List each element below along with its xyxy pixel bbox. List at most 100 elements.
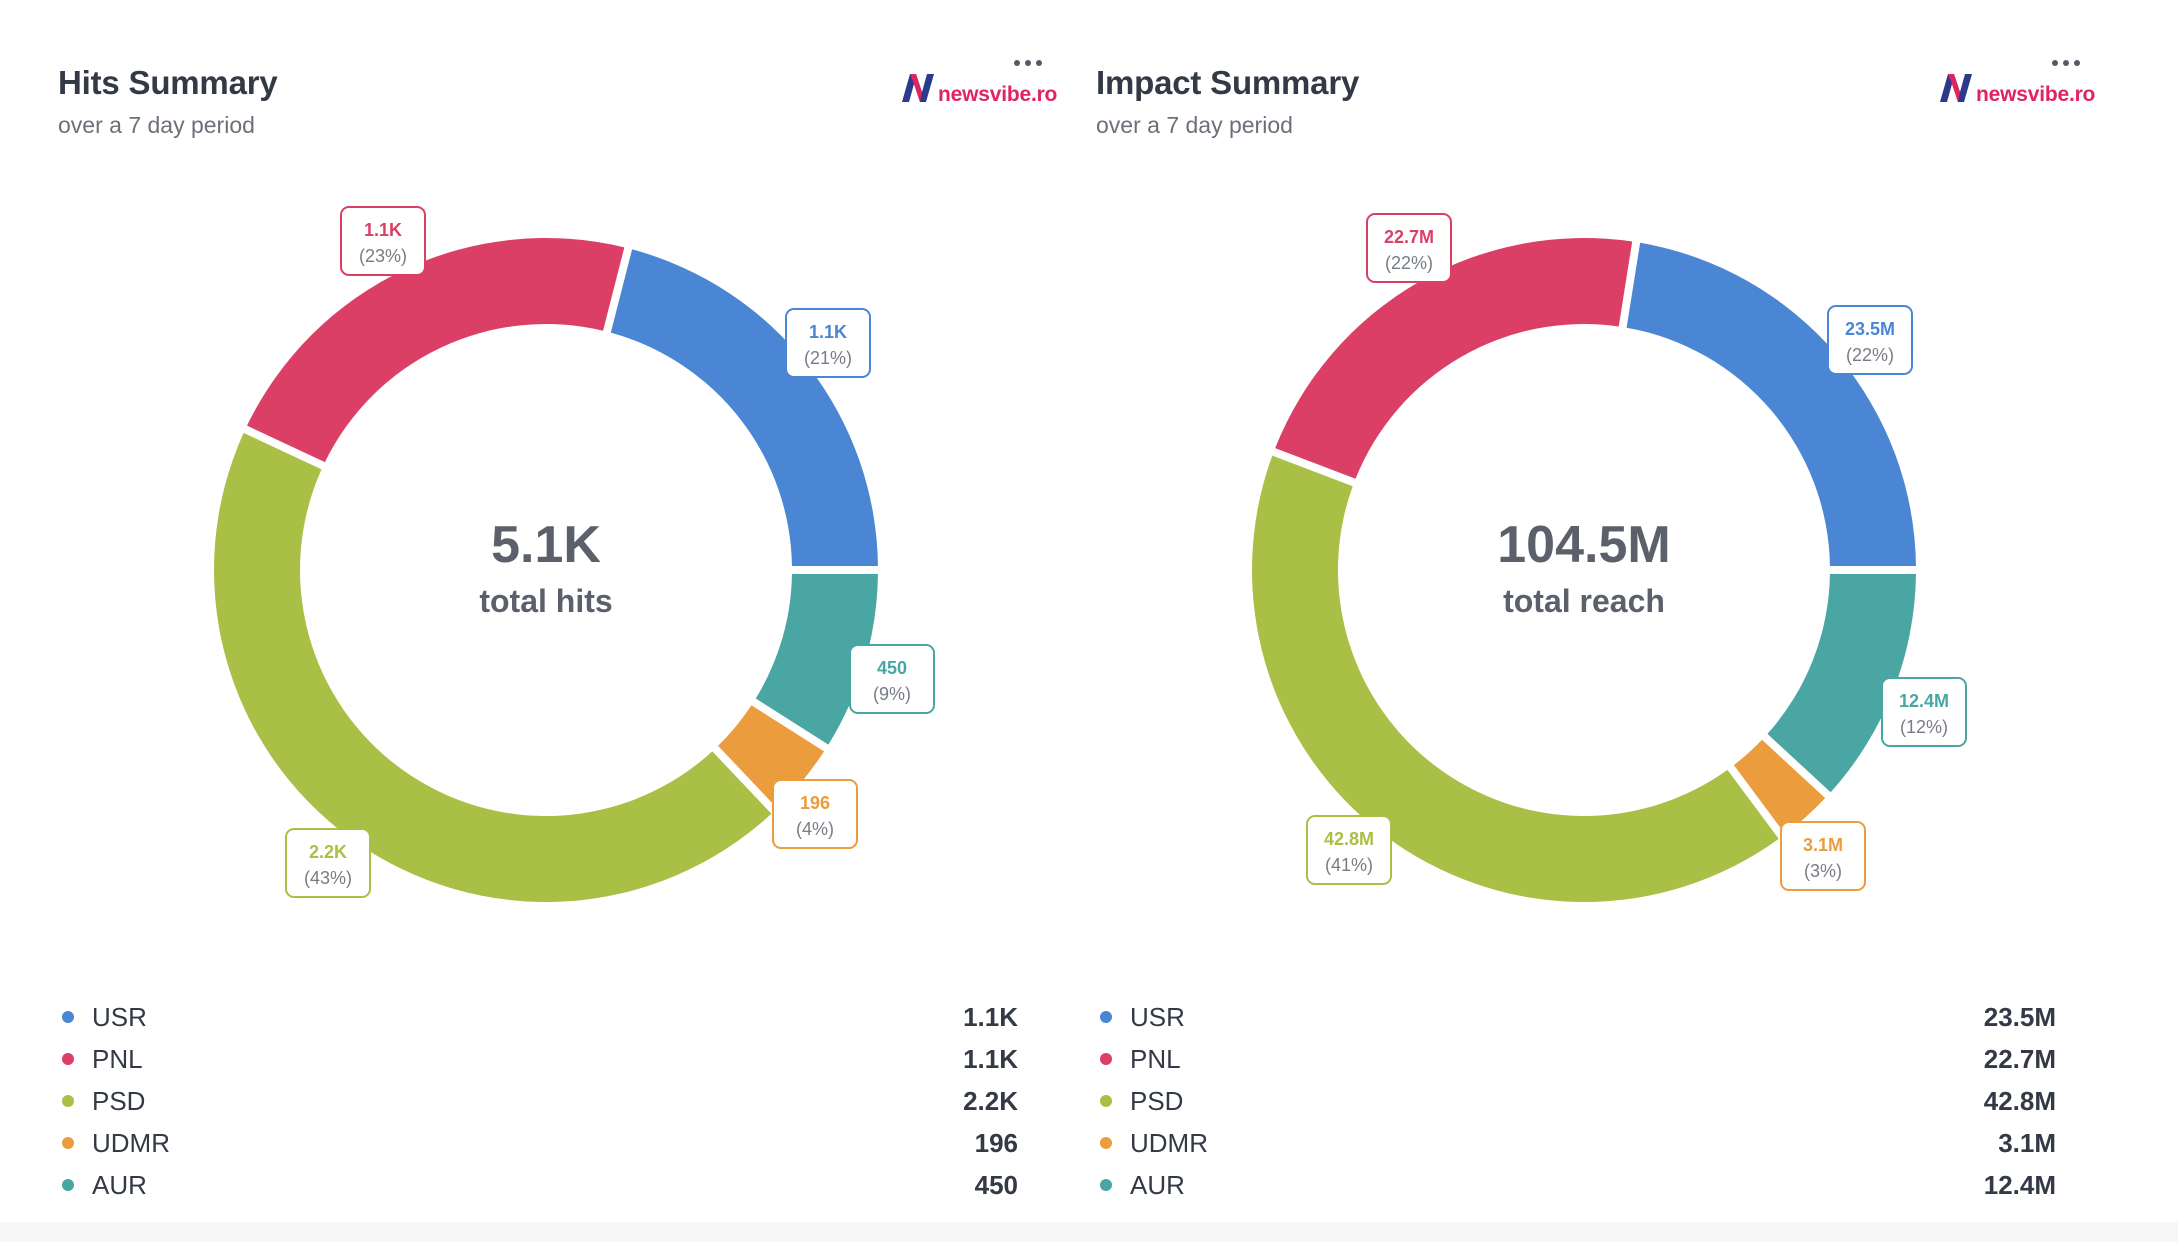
- data-label-box: [1306, 815, 1392, 885]
- legend-item-aur[interactable]: AUR 12.4M: [1096, 1164, 2056, 1206]
- more-horizontal-icon: [2052, 60, 2080, 66]
- legend-label: AUR: [1130, 1169, 1185, 1200]
- legend-item-psd[interactable]: PSD 2.2K: [58, 1080, 1018, 1122]
- data-label-value: 42.8M: [1324, 829, 1374, 849]
- slice-pnl[interactable]: [1275, 238, 1633, 479]
- legend-value: 23.5M: [1983, 1001, 2056, 1032]
- panel-subtitle: over a 7 day period: [58, 112, 255, 138]
- legend-dot-aur: [62, 1179, 74, 1191]
- legend-dot-pnl: [1100, 1053, 1112, 1065]
- slice-udmr[interactable]: [1733, 739, 1826, 835]
- legend-value: 1.1K: [963, 1043, 1018, 1074]
- legend-label: UDMR: [1130, 1127, 1208, 1158]
- legend-label: USR: [92, 1001, 147, 1032]
- slice-pnl[interactable]: [247, 238, 625, 463]
- data-label-box: [772, 779, 858, 849]
- panel-title: Impact Summary: [1096, 64, 1360, 101]
- legend-dot-udmr: [1100, 1137, 1112, 1149]
- slice-usr[interactable]: [610, 249, 878, 567]
- data-label-box: [1780, 821, 1866, 891]
- data-label-psd: 42.8M (41%): [1306, 815, 1392, 885]
- donut-chart: 1.1K (21%) 1.1K (23%) 2.2K (43%) 196 (4%) 450 (9%…: [214, 206, 935, 902]
- chart-legend: USR 23.5M PNL 22.7M PSD 42.8M UDMR 3.1M …: [1096, 996, 2056, 1206]
- panel-title: Hits Summary: [58, 64, 278, 101]
- legend-value: 12.4M: [1983, 1169, 2056, 1200]
- data-label-usr: 1.1K (21%): [785, 308, 871, 378]
- bottom-strip: [0, 1222, 2178, 1242]
- data-label-percent: (12%): [1900, 717, 1948, 737]
- center-total-label: total hits: [479, 583, 612, 619]
- hits-summary-panel: Hits Summary over a 7 day period newsvib…: [58, 0, 1098, 1222]
- data-label-value: 3.1M: [1803, 835, 1843, 855]
- donut-chart: 23.5M (22%) 22.7M (22%) 42.8M (41%) 3.1M (3%) 12…: [1252, 213, 1967, 902]
- legend-dot-usr: [1100, 1011, 1112, 1023]
- slice-aur[interactable]: [1767, 573, 1916, 793]
- data-label-pnl: 22.7M (22%): [1366, 213, 1452, 283]
- legend-label: AUR: [92, 1169, 147, 1200]
- data-label-aur: 450 (9%): [849, 644, 935, 714]
- legend-label: USR: [1130, 1001, 1185, 1032]
- n-logo-icon: [902, 74, 934, 102]
- data-label-value: 196: [800, 793, 830, 813]
- data-label-percent: (22%): [1846, 345, 1894, 365]
- n-logo-icon: [1940, 74, 1972, 102]
- more-options-button[interactable]: [2044, 52, 2088, 74]
- legend-value: 1.1K: [963, 1001, 1018, 1032]
- data-label-value: 12.4M: [1899, 691, 1949, 711]
- data-label-percent: (22%): [1385, 253, 1433, 273]
- slice-psd[interactable]: [1252, 455, 1779, 902]
- more-horizontal-icon: [1014, 60, 1042, 66]
- legend-item-usr[interactable]: USR 23.5M: [1096, 996, 2056, 1038]
- data-label-value: 1.1K: [809, 322, 847, 342]
- newsvibe-logo: newsvibe.ro: [1938, 70, 2096, 106]
- legend-label: UDMR: [92, 1127, 170, 1158]
- data-label-box: [285, 828, 371, 898]
- legend-item-pnl[interactable]: PNL 1.1K: [58, 1038, 1018, 1080]
- legend-item-udmr[interactable]: UDMR 3.1M: [1096, 1122, 2056, 1164]
- data-label-percent: (23%): [359, 246, 407, 266]
- data-label-percent: (41%): [1325, 855, 1373, 875]
- more-options-button[interactable]: [1006, 52, 1050, 74]
- data-label-box: [340, 206, 426, 276]
- data-label-percent: (9%): [873, 684, 911, 704]
- legend-dot-psd: [1100, 1095, 1112, 1107]
- data-label-udmr: 3.1M (3%): [1780, 821, 1866, 891]
- legend-item-aur[interactable]: AUR 450: [58, 1164, 1018, 1206]
- data-label-box: [1881, 677, 1967, 747]
- data-label-percent: (3%): [1804, 861, 1842, 881]
- slice-usr[interactable]: [1626, 242, 1916, 567]
- center-total-value: 5.1K: [491, 516, 601, 574]
- slice-psd[interactable]: [214, 432, 772, 902]
- legend-dot-pnl: [62, 1053, 74, 1065]
- legend-label: PSD: [92, 1085, 146, 1116]
- data-label-box: [785, 308, 871, 378]
- center-total-label: total reach: [1503, 583, 1665, 619]
- data-label-pnl: 1.1K (23%): [340, 206, 426, 276]
- legend-dot-psd: [62, 1095, 74, 1107]
- newsvibe-logo: newsvibe.ro: [900, 70, 1057, 106]
- data-label-box: [849, 644, 935, 714]
- data-label-udmr: 196 (4%): [772, 779, 858, 849]
- slice-aur[interactable]: [755, 573, 878, 745]
- legend-item-udmr[interactable]: UDMR 196: [58, 1122, 1018, 1164]
- legend-item-usr[interactable]: USR 1.1K: [58, 996, 1018, 1038]
- data-label-value: 1.1K: [364, 220, 402, 240]
- legend-value: 42.8M: [1983, 1085, 2056, 1116]
- legend-dot-usr: [62, 1011, 74, 1023]
- data-label-value: 23.5M: [1845, 319, 1895, 339]
- data-label-psd: 2.2K (43%): [285, 828, 371, 898]
- legend-value: 196: [974, 1127, 1018, 1158]
- data-label-percent: (21%): [804, 348, 852, 368]
- chart-legend: USR 1.1K PNL 1.1K PSD 2.2K UDMR 196 AUR: [58, 996, 1018, 1206]
- data-label-aur: 12.4M (12%): [1881, 677, 1967, 747]
- data-label-usr: 23.5M (22%): [1827, 305, 1913, 375]
- legend-label: PNL: [1130, 1043, 1181, 1074]
- legend-item-pnl[interactable]: PNL 22.7M: [1096, 1038, 2056, 1080]
- logo-text: newsvibe.ro: [1976, 83, 2096, 106]
- panel-subtitle: over a 7 day period: [1096, 112, 1293, 138]
- legend-value: 3.1M: [1998, 1127, 2056, 1158]
- legend-item-psd[interactable]: PSD 42.8M: [1096, 1080, 2056, 1122]
- data-label-value: 450: [877, 658, 907, 678]
- data-label-value: 2.2K: [309, 842, 347, 862]
